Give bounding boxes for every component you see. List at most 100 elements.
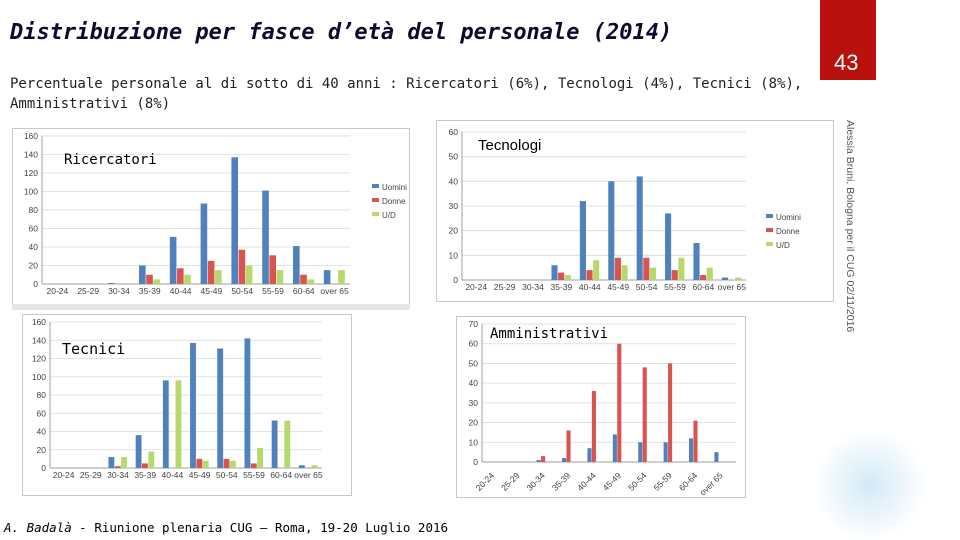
decorative-glow: [810, 430, 930, 540]
bar-donne-60-64: [700, 275, 707, 280]
y-tick-label: 80: [37, 390, 47, 400]
y-tick-label: 20: [37, 445, 47, 455]
bar-uomini-55-59: [244, 338, 251, 468]
y-tick-label: 0: [473, 457, 478, 467]
bar-uomini-over65: [323, 270, 331, 284]
bar-uomini-45-49: [200, 203, 208, 284]
legend-swatch: [766, 228, 773, 232]
y-tick-label: 20: [449, 226, 459, 236]
y-tick-label: 30: [469, 398, 479, 408]
chart-frame: [456, 316, 746, 498]
x-tick-label: 30-34: [108, 286, 130, 296]
y-tick-label: 120: [24, 168, 38, 178]
bar-donne-45-49: [196, 458, 203, 468]
x-tick-label: 45-49: [189, 470, 211, 480]
bar-uomini-50-54: [217, 348, 224, 468]
y-tick-label: 50: [449, 152, 459, 162]
y-tick-label: 80: [29, 205, 39, 215]
legend-label: Donne: [382, 197, 406, 206]
bar-uomini-40-44: [587, 448, 592, 462]
chart-tecnici-svg: 0 20 40 60 80 100 120 140 160 20-24 25-29 30-34 35-3…: [22, 314, 352, 496]
bar-donne-35-39: [146, 274, 153, 284]
bar-donne-35-39: [142, 463, 148, 468]
chart-tecnologi-svg: 0 10 20 30 40 50 60 20-24 25-29 30-34 35-39 40-44 45…: [436, 120, 834, 302]
bar-ud-over65: [735, 277, 742, 280]
x-tick-label: 35-39: [134, 470, 156, 480]
bar-ud-55-59: [257, 447, 264, 468]
y-tick-label: 0: [453, 275, 458, 285]
y-tick-label: 40: [37, 427, 47, 437]
bar-uomini-over65: [714, 452, 719, 462]
bar-ud-40-44: [184, 274, 191, 284]
bar-uomini-55-59: [663, 442, 668, 462]
chart-amministrativi: 0 10 20 30 40 50 60 70 20-24 25-29 30-34 35-39 40-44…: [456, 316, 746, 498]
bar-uomini-55-59: [665, 213, 672, 280]
footer: A. Badalà - Riunione plenaria CUG – Roma…: [4, 520, 448, 535]
bar-uomini-30-34: [108, 457, 115, 468]
bar-ud-35-39: [564, 275, 571, 280]
x-tick-label: 20-24: [47, 286, 69, 296]
bar-uomini-over65: [298, 465, 305, 468]
x-tick-label: 40-44: [170, 286, 192, 296]
slide-number-badge: 43: [820, 0, 876, 80]
bar-uomini-35-39: [551, 265, 558, 280]
x-tick-label: 50-54: [636, 282, 658, 292]
bar-donne-60-64: [693, 420, 698, 462]
bar-donne-45-49: [617, 343, 622, 462]
x-tick-label: over 65: [294, 470, 323, 480]
bar-ud-30-34: [121, 457, 128, 468]
bar-ud-45-49: [214, 270, 222, 284]
legend-swatch: [766, 242, 773, 246]
bar-uomini-55-59: [262, 190, 269, 284]
slide-number: 43: [834, 50, 859, 75]
y-tick-label: 10: [469, 437, 479, 447]
bar-uomini-60-64: [689, 438, 694, 462]
legend-swatch: [372, 184, 379, 188]
bar-uomini-45-49: [608, 181, 615, 280]
bar-uomini-50-54: [636, 176, 643, 280]
bar-donne-35-39: [558, 272, 565, 280]
x-tick-label: 55-59: [243, 470, 265, 480]
bar-uomini-30-34: [108, 283, 115, 284]
slide-title: Distribuzione per fasce d’età del person…: [10, 20, 673, 45]
y-tick-label: 100: [24, 187, 38, 197]
y-tick-label: 70: [469, 319, 479, 329]
y-tick-label: 50: [469, 358, 479, 368]
y-tick-label: 20: [469, 418, 479, 428]
bar-donne-60-64: [300, 274, 307, 284]
chart-ricercatori: 0 20 40 60 80 100 120 140 160 20-24 25-29 30-34 35-3…: [12, 128, 410, 310]
y-tick-label: 140: [24, 150, 38, 160]
y-tick-label: 0: [33, 279, 38, 289]
bar-donne-40-44: [591, 391, 596, 462]
legend-label: U/D: [776, 241, 790, 250]
bar-donne-40-44: [177, 268, 184, 284]
footer-event: Riunione plenaria CUG – Roma, 19-20 Lugl…: [94, 520, 449, 535]
bar-uomini-50-54: [638, 442, 643, 462]
x-tick-label: 55-59: [262, 286, 284, 296]
chart-title: Tecnologi: [478, 137, 541, 154]
bar-uomini-30-34: [536, 460, 541, 462]
vertical-note: Alessia Bruni, Bologna per il CUG 02/11/…: [834, 120, 856, 332]
slide-subtitle: Percentuale personale al di sotto di 40 …: [10, 76, 803, 112]
y-tick-label: 30: [449, 201, 459, 211]
bar-ud-50-54: [229, 460, 236, 468]
bar-ud-over65: [338, 270, 345, 284]
legend-swatch: [766, 214, 773, 218]
bar-donne-45-49: [614, 257, 621, 280]
bar-ud-50-54: [245, 265, 253, 284]
vertical-note-text: Alessia Bruni, Bologna per il CUG 02/11/…: [844, 120, 856, 333]
bar-donne-50-54: [238, 249, 246, 284]
bar-donne-50-54: [642, 367, 647, 462]
footer-author: A. Badalà -: [4, 520, 87, 535]
bar-donne-55-59: [250, 463, 257, 468]
bar-donne-55-59: [668, 363, 673, 462]
bar-ud-55-59: [276, 270, 284, 284]
y-tick-label: 60: [29, 224, 39, 234]
legend-swatch: [372, 212, 379, 216]
x-tick-label: 40-44: [162, 470, 184, 480]
bar-uomini-60-64: [693, 243, 700, 280]
x-tick-label: 45-49: [201, 286, 223, 296]
bar-donne-40-44: [586, 270, 593, 280]
y-tick-label: 0: [41, 463, 46, 473]
